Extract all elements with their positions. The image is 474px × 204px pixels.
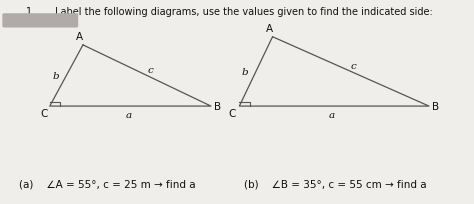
Text: b: b: [53, 72, 59, 81]
FancyBboxPatch shape: [2, 13, 78, 28]
Text: C: C: [40, 109, 47, 119]
Text: A: A: [76, 32, 83, 42]
Text: C: C: [228, 109, 236, 119]
Text: (b)    ∠B = 35°, c = 55 cm → find a: (b) ∠B = 35°, c = 55 cm → find a: [244, 180, 427, 190]
Text: c: c: [350, 62, 356, 71]
Text: a: a: [329, 111, 335, 120]
Text: B: B: [213, 102, 221, 112]
Text: 1.: 1.: [26, 7, 35, 17]
Text: B: B: [431, 102, 439, 112]
Text: A: A: [265, 23, 273, 34]
Text: c: c: [148, 66, 154, 75]
Text: Label the following diagrams, use the values given to find the indicated side:: Label the following diagrams, use the va…: [55, 7, 432, 17]
Text: a: a: [126, 111, 132, 120]
Text: b: b: [241, 68, 248, 77]
Text: (a)    ∠A = 55°, c = 25 m → find a: (a) ∠A = 55°, c = 25 m → find a: [19, 180, 196, 190]
